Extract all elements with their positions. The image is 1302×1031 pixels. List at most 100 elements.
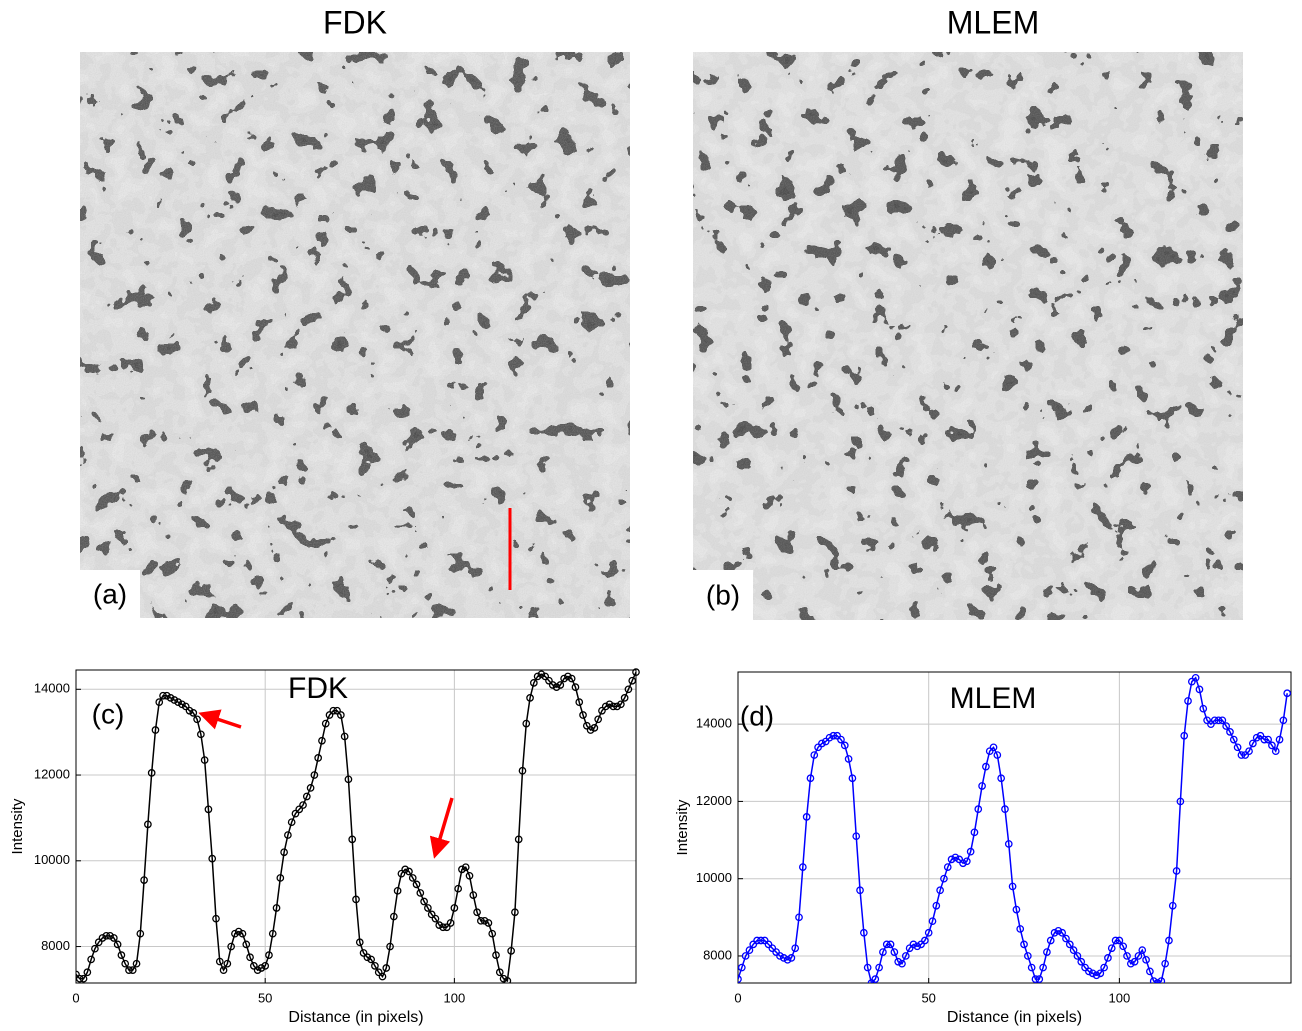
data-point [966, 847, 975, 856]
data-point [329, 706, 338, 715]
data-point [276, 874, 285, 882]
data-point [1146, 967, 1154, 976]
data-point [140, 876, 148, 884]
data-point [511, 908, 519, 917]
data-point [620, 694, 629, 702]
panel-label: (c) [92, 698, 125, 729]
data-point [1081, 963, 1089, 972]
data-point [446, 919, 455, 927]
data-point [117, 951, 126, 959]
data-point [745, 946, 754, 955]
data-point [962, 857, 971, 866]
data-point [997, 774, 1006, 783]
data-point [1077, 957, 1086, 966]
data-point [545, 676, 553, 685]
data-point [405, 867, 413, 876]
data-point [246, 953, 254, 962]
data-layer [738, 673, 1292, 983]
data-point [412, 880, 421, 889]
x-axis-label: Distance (in pixels) [288, 1009, 423, 1026]
data-point [389, 912, 398, 921]
data-point [1153, 979, 1162, 983]
label-box [80, 570, 140, 618]
data-point [503, 977, 512, 983]
data-point [863, 963, 872, 972]
data-point [492, 951, 500, 959]
x-tick-label: 100 [1109, 990, 1131, 1005]
data-point [1100, 963, 1108, 972]
data-point [833, 731, 842, 740]
data-point [1020, 940, 1028, 949]
line-chart: 0 50 100 8000 10000 12000 14000 MLEM (d) Distance… [674, 671, 1292, 1026]
data-point [582, 721, 591, 730]
data-point [102, 931, 111, 940]
y-tick-label: 14000 [34, 681, 70, 696]
data-point [136, 929, 145, 938]
data-point [231, 929, 239, 938]
data-point [272, 904, 281, 912]
data-point [355, 938, 364, 947]
data-point [371, 961, 379, 970]
data-point [974, 805, 983, 813]
data-point [94, 938, 103, 947]
panel-label: (d) [740, 700, 774, 731]
data-point [1283, 689, 1292, 698]
data-point [185, 706, 194, 715]
data-point [886, 940, 895, 949]
data-point [1058, 928, 1067, 937]
data-point [291, 809, 300, 818]
data-point [560, 674, 568, 683]
data-point [1199, 704, 1208, 713]
chart-title: FDK [288, 672, 348, 705]
data-point [818, 739, 826, 748]
data-point [1012, 905, 1021, 914]
y-tick-label: 14000 [696, 716, 732, 731]
y-tick-label: 12000 [696, 793, 732, 808]
x-tick-label: 50 [921, 990, 935, 1005]
data-point [450, 904, 459, 912]
data-point [943, 863, 952, 871]
data-point [772, 948, 780, 956]
data-point [1249, 739, 1257, 748]
data-point [1184, 697, 1192, 705]
data-point [1031, 975, 1040, 983]
data-point [567, 674, 576, 683]
data-point [917, 940, 925, 949]
x-tick-label: 0 [734, 990, 741, 1005]
data-point [940, 874, 948, 883]
data-point [393, 886, 402, 895]
data-point [825, 733, 834, 742]
data-point [1222, 722, 1231, 730]
data-point [76, 974, 84, 983]
data-point [484, 919, 493, 927]
data-point [1107, 944, 1116, 953]
data-point [310, 771, 319, 779]
data-point [76, 970, 80, 979]
data-point [1210, 716, 1219, 725]
data-point [738, 975, 742, 983]
data-point [189, 709, 198, 717]
data-point [879, 948, 887, 956]
data-point [1275, 735, 1284, 744]
image-title: MLEM [947, 4, 1039, 40]
data-point [860, 928, 868, 937]
data-point [401, 865, 410, 874]
data-point [579, 711, 587, 719]
data-point [178, 700, 186, 709]
data-point [605, 700, 614, 709]
data-point [378, 972, 387, 981]
data-point [1149, 977, 1158, 983]
data-point [106, 931, 114, 940]
data-point [776, 952, 784, 960]
data-point [227, 942, 235, 951]
ct-image: (a) [80, 52, 630, 618]
data-point [1279, 716, 1288, 725]
data-point [427, 910, 436, 919]
data-point [1115, 936, 1124, 945]
data-point [98, 934, 107, 942]
data-point [386, 942, 394, 951]
data-point [1252, 733, 1261, 742]
data-point [87, 955, 95, 964]
data-point [526, 694, 534, 702]
